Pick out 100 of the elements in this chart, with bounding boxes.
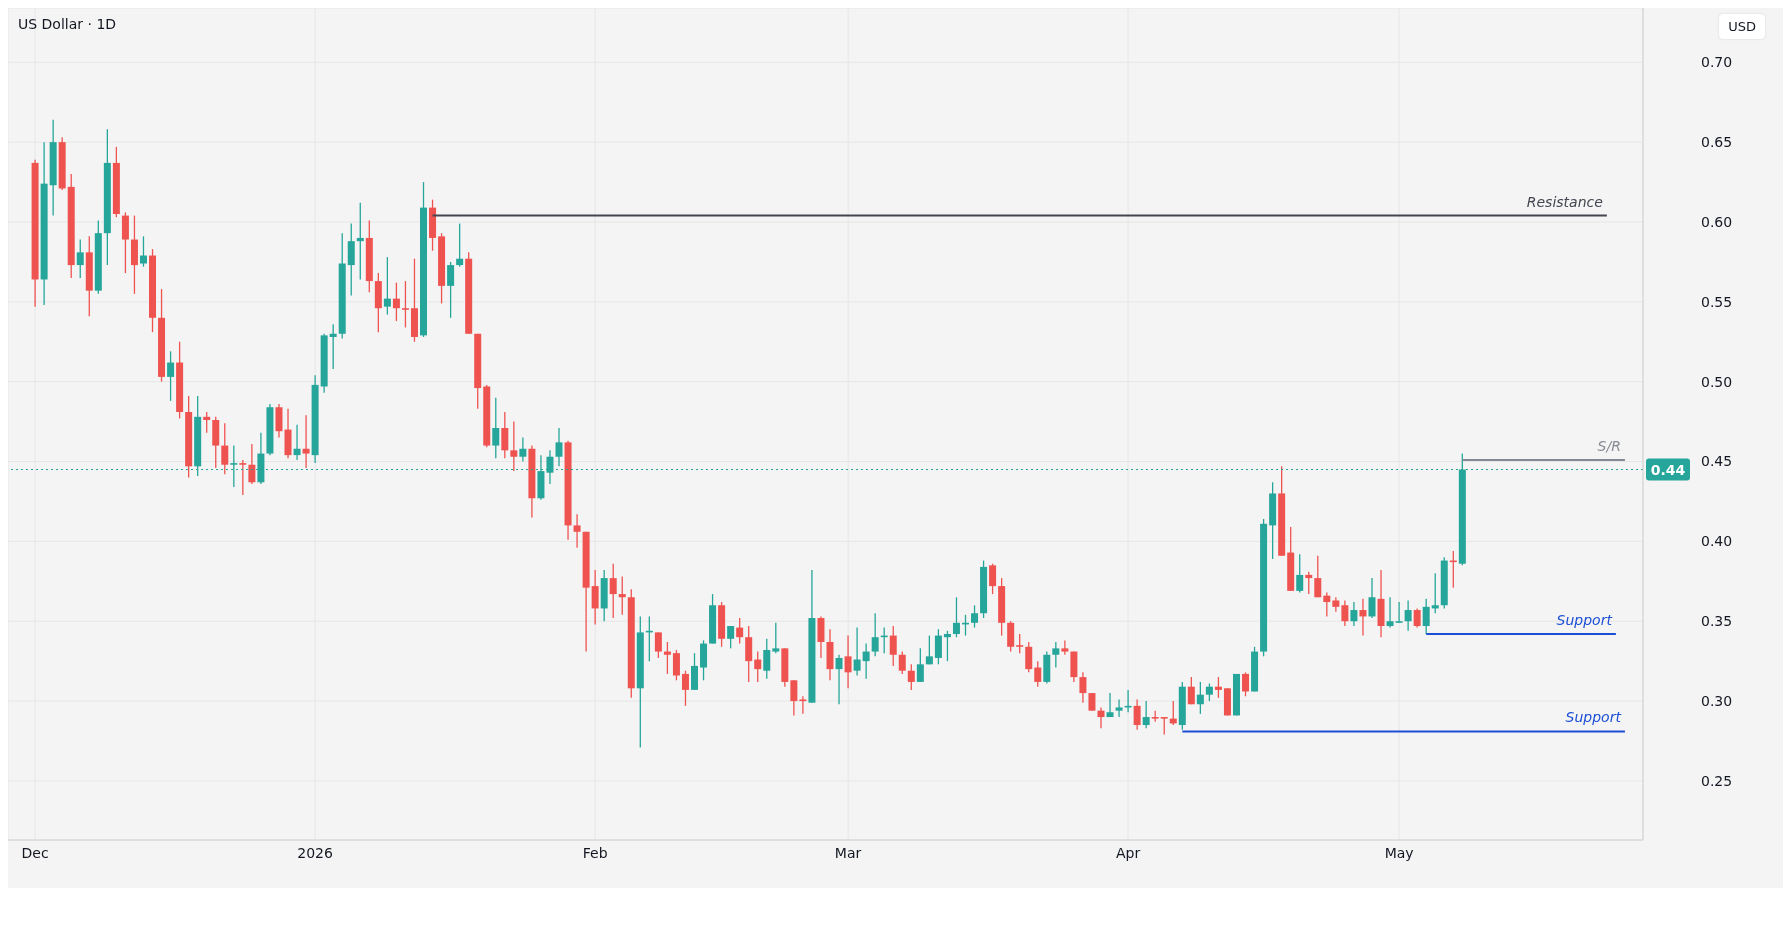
candlestick	[383, 256, 391, 316]
candlestick	[555, 427, 563, 467]
candlestick	[456, 222, 464, 268]
y-tick-label: 0.35	[1701, 613, 1733, 630]
y-tick-label: 0.45	[1701, 453, 1733, 470]
y-tick-label: 0.65	[1701, 134, 1733, 151]
candlestick	[799, 695, 807, 715]
candlestick	[943, 630, 951, 662]
candlestick	[1097, 706, 1105, 729]
candlestick	[763, 638, 771, 680]
candlestick	[1187, 676, 1195, 705]
candlestick	[167, 350, 175, 402]
series-label: Resistance	[1526, 193, 1603, 210]
candlestick	[248, 443, 256, 485]
candlestick	[772, 622, 780, 654]
y-tick-label: 0.40	[1701, 533, 1733, 550]
y-tick-label: 0.30	[1701, 693, 1733, 710]
y-tick-label: 0.70	[1701, 54, 1733, 71]
x-tick-label: Apr	[1115, 844, 1141, 861]
candlestick	[1052, 641, 1060, 669]
candlestick	[1431, 572, 1439, 614]
candlestick	[736, 617, 744, 645]
candlestick	[239, 459, 247, 496]
y-tick-label: 0.50	[1701, 373, 1733, 390]
candlestick	[700, 639, 708, 681]
y-tick-label: 0.55	[1701, 293, 1733, 310]
candlestick	[1386, 596, 1394, 629]
x-tick-label: 2026	[297, 844, 334, 861]
candlestick	[121, 211, 129, 274]
candlestick	[302, 414, 310, 469]
candlestick	[329, 323, 337, 370]
candlestick	[1007, 620, 1015, 653]
candlestick	[654, 631, 662, 659]
candlestick	[501, 411, 509, 459]
candlestick	[275, 403, 283, 439]
series-label: Support	[1556, 612, 1613, 628]
candlestick	[862, 642, 870, 680]
candlestick	[727, 625, 735, 650]
candlestick	[790, 679, 798, 717]
candlestick	[916, 647, 924, 683]
x-tick-label: May	[1384, 844, 1414, 861]
candlestick	[1359, 598, 1367, 637]
candlestick	[1404, 599, 1412, 632]
candlestick	[1422, 598, 1430, 635]
candlestick	[1034, 660, 1042, 688]
candlestick	[447, 261, 455, 319]
series-label: Support	[1565, 709, 1622, 726]
candlestick	[1395, 601, 1403, 624]
candlestick	[1368, 577, 1376, 619]
candlestick	[871, 612, 879, 657]
candlestick	[1323, 591, 1331, 618]
x-tick-label: Feb	[582, 844, 608, 861]
candlestick	[1196, 681, 1204, 715]
candlestick	[1341, 599, 1349, 627]
candlestick	[1305, 571, 1313, 595]
x-tick-label: Mar	[834, 844, 862, 861]
candlestick	[971, 604, 979, 629]
x-tick-label: Dec	[21, 844, 49, 861]
candlestick	[663, 641, 671, 675]
candlestick	[1133, 698, 1141, 731]
candlestick	[510, 420, 518, 472]
candlestick	[221, 422, 229, 475]
candlestick	[203, 411, 211, 434]
candlestick	[1413, 607, 1421, 629]
candlestick	[817, 615, 825, 659]
candlestick	[844, 634, 852, 689]
candlestick	[925, 634, 933, 665]
candlestick	[952, 596, 960, 638]
y-tick-label: 0.60	[1701, 213, 1733, 230]
candlestick	[618, 575, 626, 616]
candlestick	[691, 652, 698, 691]
candlestick	[139, 235, 147, 268]
candlestick	[681, 670, 689, 707]
candlestick	[1016, 633, 1024, 654]
candlestick	[1314, 555, 1322, 598]
candlestick	[672, 649, 680, 681]
candlestick	[392, 282, 400, 322]
candlestick	[1142, 700, 1150, 729]
candlestick	[1350, 601, 1358, 627]
candlestick	[745, 625, 753, 683]
candlestick	[889, 625, 897, 667]
ref-line-label: 0.44	[1650, 461, 1686, 478]
candlestick	[76, 238, 84, 279]
y-tick-label: 0.25	[1701, 772, 1733, 789]
candlestick	[907, 663, 915, 691]
candlestick	[519, 436, 527, 463]
candlestick	[347, 222, 355, 297]
candlestick	[835, 654, 843, 705]
candlestick	[1214, 676, 1222, 699]
candlestick	[989, 563, 997, 595]
candlestick	[1115, 698, 1123, 718]
candlestick	[754, 650, 762, 683]
candlestick	[1025, 641, 1033, 673]
candlestick	[934, 628, 942, 665]
text: US Dollar · 1D	[18, 16, 117, 32]
candlestick	[356, 202, 364, 281]
candlestick	[492, 397, 500, 459]
candlestick	[1242, 671, 1250, 697]
candlestick	[401, 280, 409, 329]
series-label: S/R	[1597, 437, 1621, 454]
